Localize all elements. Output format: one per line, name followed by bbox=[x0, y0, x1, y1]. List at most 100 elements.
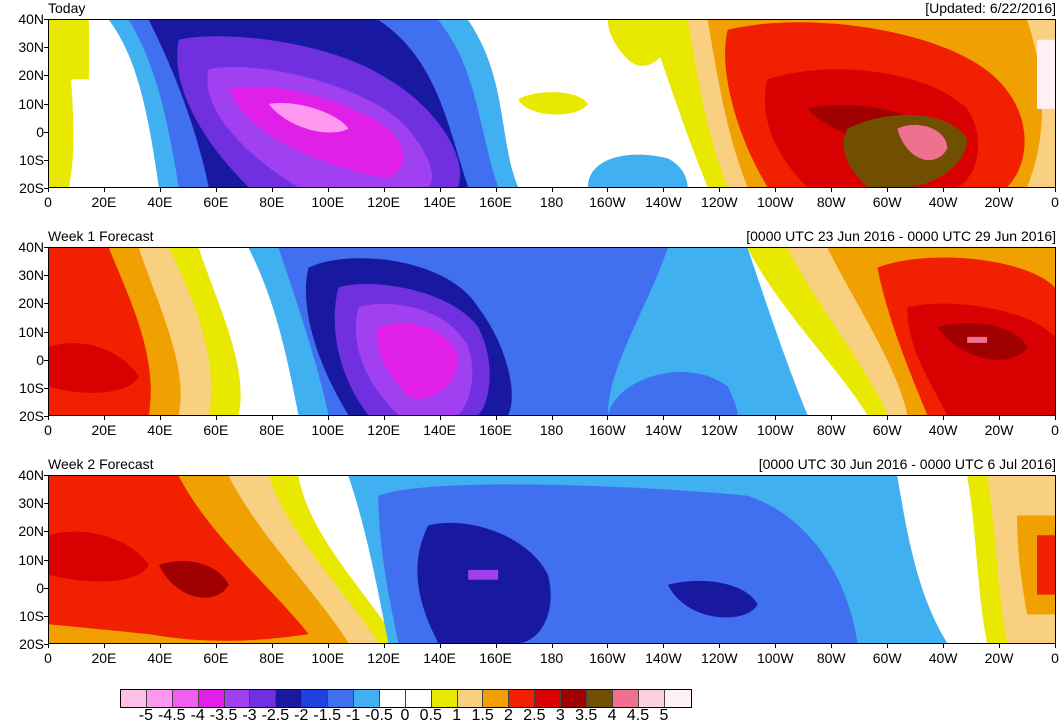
lon-label: 160E bbox=[479, 422, 512, 438]
colorbar-swatch bbox=[302, 690, 329, 707]
lon-label: 100W bbox=[756, 650, 794, 666]
lon-tick bbox=[271, 188, 273, 192]
lat-tick bbox=[44, 587, 48, 589]
panel-week2: Week 2 Forecast [0000 UTC 30 Jun 2016 - … bbox=[0, 456, 1061, 681]
lon-label: 20W bbox=[984, 422, 1014, 438]
colorbar bbox=[120, 689, 692, 708]
colorbar-swatch bbox=[535, 690, 562, 707]
lat-label: 20S bbox=[19, 636, 44, 652]
lon-tick bbox=[943, 188, 945, 192]
lon-tick bbox=[999, 416, 1001, 420]
lon-tick bbox=[663, 188, 665, 192]
lon-tick bbox=[439, 644, 441, 648]
lon-tick bbox=[439, 416, 441, 420]
lon-tick bbox=[48, 644, 49, 648]
lat-tick bbox=[44, 159, 48, 161]
lon-tick bbox=[103, 188, 105, 192]
lon-label: 120E bbox=[367, 422, 401, 438]
lon-tick bbox=[215, 188, 217, 192]
lon-tick bbox=[887, 188, 889, 192]
map-week2 bbox=[48, 475, 1056, 644]
lon-label: 0 bbox=[44, 650, 52, 666]
colorbar-label: 0 bbox=[400, 707, 410, 724]
lon-tick bbox=[719, 416, 721, 420]
colorbar-label: 2 bbox=[504, 707, 513, 724]
colorbar-swatch bbox=[405, 690, 432, 707]
lon-tick bbox=[943, 416, 945, 420]
colorbar-swatch bbox=[638, 690, 665, 707]
lat-label: 40N bbox=[18, 239, 44, 255]
lat-label: 10N bbox=[18, 95, 44, 112]
colorbar-swatch bbox=[664, 690, 691, 707]
lon-tick bbox=[271, 644, 273, 648]
lon-tick bbox=[159, 188, 161, 192]
lon-label: 60E bbox=[203, 422, 229, 438]
lon-label: 0 bbox=[1051, 194, 1059, 210]
lat-label: 20S bbox=[19, 408, 44, 424]
colorbar-swatch bbox=[379, 690, 406, 707]
lat-label: 20S bbox=[19, 180, 44, 196]
lon-label: 100W bbox=[756, 422, 794, 438]
colorbar-label: -2 bbox=[294, 707, 309, 724]
colorbar-swatch bbox=[587, 690, 613, 707]
lon-label: 40E bbox=[147, 650, 173, 666]
lat-label: 0 bbox=[36, 351, 44, 368]
lon-tick bbox=[775, 188, 777, 192]
lon-tick bbox=[103, 416, 105, 420]
lon-label: 40W bbox=[928, 422, 958, 438]
lon-tick bbox=[383, 416, 385, 420]
lat-label: 10S bbox=[19, 607, 44, 624]
lat-tick bbox=[44, 103, 48, 105]
lon-tick bbox=[607, 416, 609, 420]
lon-label: 60W bbox=[872, 650, 902, 666]
panel-title: Week 2 Forecast bbox=[48, 456, 154, 472]
lon-label: 60W bbox=[872, 194, 902, 210]
lon-tick bbox=[551, 188, 553, 192]
lon-label: 120W bbox=[701, 650, 738, 666]
lon-label: 60E bbox=[203, 650, 229, 666]
colorbar-swatch bbox=[431, 690, 458, 707]
lon-tick bbox=[383, 644, 385, 648]
colorbar-label: 1.5 bbox=[471, 707, 494, 724]
lon-label: 120W bbox=[701, 422, 738, 438]
lat-label: 40N bbox=[18, 467, 44, 483]
lon-label: 40W bbox=[928, 650, 958, 666]
lon-label: 40E bbox=[147, 422, 173, 438]
colorbar-label: -3 bbox=[242, 707, 257, 724]
colorbar-label: 5 bbox=[659, 707, 669, 724]
lon-tick bbox=[103, 644, 105, 648]
lon-label: 140W bbox=[645, 194, 682, 210]
colorbar-label: 3 bbox=[555, 707, 565, 724]
lon-label: 20W bbox=[984, 650, 1014, 666]
lon-label: 20E bbox=[91, 422, 117, 438]
lon-label: 180 bbox=[539, 422, 564, 438]
lon-tick bbox=[607, 188, 609, 192]
lon-tick bbox=[999, 188, 1001, 192]
lat-label: 30N bbox=[18, 267, 44, 284]
lon-tick bbox=[775, 416, 777, 420]
lon-tick bbox=[1055, 188, 1056, 192]
lon-tick bbox=[48, 416, 49, 420]
colorbar-label: -3.5 bbox=[209, 707, 238, 724]
lon-tick bbox=[719, 188, 721, 192]
lat-label: 0 bbox=[36, 123, 44, 140]
lon-label: 140W bbox=[645, 422, 682, 438]
colorbar-label: 2.5 bbox=[523, 707, 546, 724]
lon-label: 20E bbox=[91, 194, 117, 210]
lon-tick bbox=[607, 644, 609, 648]
lat-label: 40N bbox=[18, 11, 44, 27]
lon-label: 80W bbox=[816, 422, 846, 438]
lon-tick bbox=[887, 416, 889, 420]
lat-label: 20N bbox=[18, 523, 44, 540]
panel-date: [Updated: 6/22/2016] bbox=[925, 0, 1056, 16]
lon-label: 180 bbox=[539, 194, 564, 210]
colorbar-swatch bbox=[146, 690, 173, 707]
lon-tick bbox=[495, 188, 497, 192]
colorbar-label: 4 bbox=[607, 707, 617, 724]
lat-tick bbox=[44, 303, 48, 305]
lon-tick bbox=[327, 416, 329, 420]
lon-label: 80E bbox=[259, 650, 285, 666]
colorbar-label: 0.5 bbox=[419, 707, 442, 724]
map-week1 bbox=[48, 247, 1056, 416]
colorbar-swatch bbox=[224, 690, 251, 707]
